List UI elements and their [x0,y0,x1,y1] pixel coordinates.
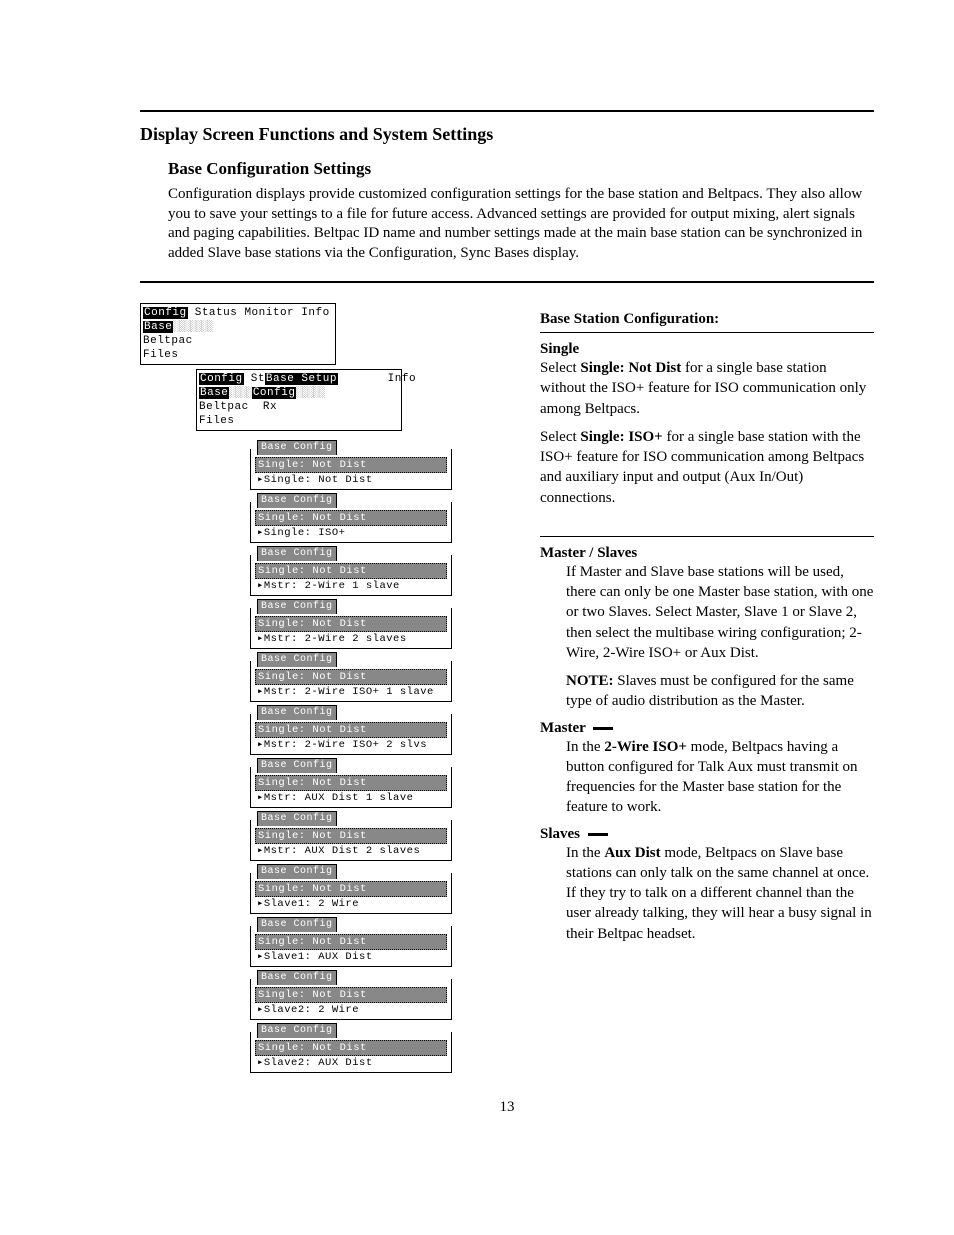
single-para-1: Select Single: Not Dist for a single bas… [540,358,874,419]
subtab-st: St [251,373,265,385]
config-option: ▸Slave2: 2 Wire [255,1003,447,1017]
heading-1: Display Screen Functions and System Sett… [140,124,874,145]
config-option: ▸Slave2: AUX Dist [255,1056,447,1070]
config-box: Base ConfigSingle: Not Dist▸Slave2: 2 Wi… [250,979,452,1020]
config-box: Base ConfigSingle: Not Dist▸Slave2: AUX … [250,1032,452,1073]
config-box-title: Base Config [257,1023,337,1038]
single-para-2: Select Single: ISO+ for a single base st… [540,427,874,508]
config-box: Base ConfigSingle: Not Dist▸Slave1: 2 Wi… [250,873,452,914]
rule-1 [540,332,874,333]
config-box: Base ConfigSingle: Not Dist▸Mstr: AUX Di… [250,767,452,808]
config-box: Base ConfigSingle: Not Dist▸Single: ISO+ [250,502,452,543]
sub-base: Base [199,387,229,399]
config-box: Base ConfigSingle: Not Dist▸Mstr: AUX Di… [250,820,452,861]
page: Display Screen Functions and System Sett… [0,0,954,1156]
config-box-title: Base Config [257,440,337,455]
popup-config: Config [252,387,297,399]
sub-files: Files [199,415,235,427]
config-option: ▸Mstr: 2-Wire 2 slaves [255,632,447,646]
config-selected: Single: Not Dist [255,616,447,632]
menu-base: Base [143,321,173,333]
single-heading: Single [540,341,874,358]
config-box: Base ConfigSingle: Not Dist▸Mstr: 2-Wire… [250,714,452,755]
config-option: ▸Slave1: 2 Wire [255,897,447,911]
intro-paragraph: Configuration displays provide customize… [168,185,874,263]
config-box: Base ConfigSingle: Not Dist▸Mstr: 2-Wire… [250,555,452,596]
config-selected: Single: Not Dist [255,881,447,897]
heading-2: Base Configuration Settings [168,159,874,179]
rule-2 [540,536,874,537]
menu-files: Files [143,349,179,361]
dash-icon [588,833,608,836]
subtab-config: Config [199,373,244,385]
config-selected: Single: Not Dist [255,828,447,844]
config-option: ▸Mstr: 2-Wire ISO+ 1 slave [255,685,447,699]
slaves-para: In the Aux Dist mode, Beltpacs on Slave … [540,843,874,944]
config-box-title: Base Config [257,970,337,985]
tab-monitor: Monitor [244,307,294,319]
tab-status: Status [195,307,238,319]
config-box-title: Base Config [257,758,337,773]
lcd-main-menu: Config Status Monitor Info Base░░░░░░░ B… [140,303,336,365]
config-box: Base ConfigSingle: Not Dist▸Slave1: AUX … [250,926,452,967]
sub-beltpac: Beltpac [199,401,249,413]
config-box: Base ConfigSingle: Not Dist▸Mstr: 2-Wire… [250,608,452,649]
tab-config: Config [143,307,188,319]
config-selected: Single: Not Dist [255,722,447,738]
popup-rx: Rx [263,401,277,413]
master-slaves-para: If Master and Slave base stations will b… [540,562,874,663]
config-selected: Single: Not Dist [255,987,447,1003]
config-box-title: Base Config [257,811,337,826]
config-box-title: Base Config [257,864,337,879]
config-selected: Single: Not Dist [255,775,447,791]
master-slaves-heading: Master / Slaves [540,545,874,562]
slaves-heading: Slaves [540,826,874,843]
subtab-info: Info [388,373,416,385]
config-option: ▸Single: Not Dist [255,473,447,487]
master-para: In the 2-Wire ISO+ mode, Beltpacs having… [540,737,874,818]
config-box-title: Base Config [257,917,337,932]
base-station-config-title: Base Station Configuration: [540,311,874,328]
config-selected: Single: Not Dist [255,510,447,526]
config-option: ▸Mstr: AUX Dist 2 slaves [255,844,447,858]
page-number: 13 [140,1099,874,1116]
config-option: ▸Mstr: 2-Wire 1 slave [255,579,447,593]
popup-title: Base Setup [265,373,338,385]
config-box-title: Base Config [257,652,337,667]
screens-column: Config Status Monitor Info Base░░░░░░░ B… [140,295,460,1079]
config-selected: Single: Not Dist [255,1040,447,1056]
config-box-title: Base Config [257,546,337,561]
config-box-title: Base Config [257,493,337,508]
config-box: Base ConfigSingle: Not Dist▸Single: Not … [250,449,452,490]
config-option: ▸Single: ISO+ [255,526,447,540]
config-option: ▸Slave1: AUX Dist [255,950,447,964]
config-selected: Single: Not Dist [255,457,447,473]
master-slaves-note: NOTE: Slaves must be configured for the … [540,671,874,712]
config-box: Base ConfigSingle: Not Dist▸Mstr: 2-Wire… [250,661,452,702]
dash-icon [593,727,613,730]
section-rule [140,281,874,283]
menu-beltpac: Beltpac [143,335,193,347]
config-selected: Single: Not Dist [255,669,447,685]
config-option: ▸Mstr: 2-Wire ISO+ 2 slvs [255,738,447,752]
config-selected: Single: Not Dist [255,563,447,579]
config-box-title: Base Config [257,705,337,720]
lcd-sub-menu: Config StBase Setup Info Base░░░░Config░… [196,369,402,431]
config-option: ▸Mstr: AUX Dist 1 slave [255,791,447,805]
text-column: Base Station Configuration: Single Selec… [540,295,874,1079]
config-selected: Single: Not Dist [255,934,447,950]
tab-info: Info [301,307,329,319]
master-heading: Master [540,720,874,737]
config-box-title: Base Config [257,599,337,614]
config-box-list: Base ConfigSingle: Not Dist▸Single: Not … [250,449,460,1073]
top-rule [140,110,874,112]
